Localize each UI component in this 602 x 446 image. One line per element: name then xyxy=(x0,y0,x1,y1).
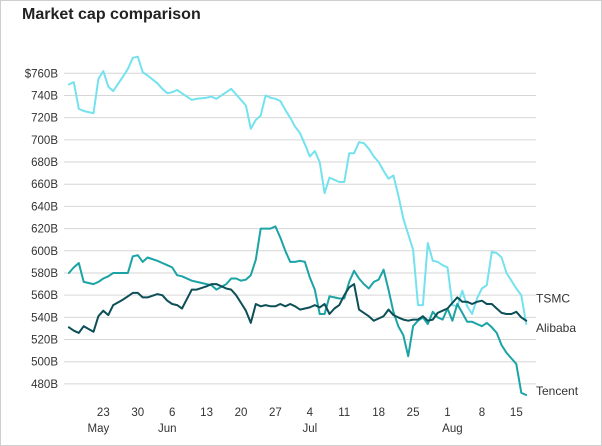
y-tick-label: 740B xyxy=(31,90,58,102)
y-axis-tick-labels: $760B 740B 720B 700B 680B 660B 640B 620B 600B 580… xyxy=(25,68,59,391)
y-tick-label: 600B xyxy=(31,246,58,258)
gridlines xyxy=(64,72,536,385)
x-month-label: Jun xyxy=(158,423,177,435)
y-tick-label: 540B xyxy=(31,312,58,324)
x-tick-label: 23 xyxy=(97,407,110,419)
x-tick-label: 8 xyxy=(479,407,485,419)
series-line-tencent xyxy=(67,225,528,396)
x-tick-label: 13 xyxy=(200,407,213,419)
y-tick-label: 700B xyxy=(31,135,58,147)
series-lines xyxy=(67,55,528,396)
series-line-tsmc xyxy=(67,283,528,334)
x-tick-label: 18 xyxy=(372,407,385,419)
x-tick-label: 6 xyxy=(169,407,175,419)
y-tick-label: $760B xyxy=(25,68,59,80)
x-tick-label: 27 xyxy=(269,407,282,419)
y-tick-label: 620B xyxy=(31,224,58,236)
x-tick-label: 30 xyxy=(131,407,144,419)
x-tick-label: 1 xyxy=(444,407,450,419)
y-tick-label: 520B xyxy=(31,335,58,347)
y-tick-label: 680B xyxy=(31,157,58,169)
series-label-tsmc: TSMC xyxy=(536,292,570,306)
series-end-labels: Alibaba Tencent TSMC xyxy=(536,292,579,398)
series-label-tencent: Tencent xyxy=(536,384,579,398)
y-tick-label: 580B xyxy=(31,268,58,280)
series-line-alibaba xyxy=(67,55,528,325)
chart-title: Market cap comparison xyxy=(22,6,201,23)
y-tick-label: 560B xyxy=(31,290,58,302)
x-tick-label: 11 xyxy=(338,407,350,419)
x-month-label: Jul xyxy=(302,423,317,435)
x-tick-label: 4 xyxy=(307,407,314,419)
x-month-label: Aug xyxy=(442,423,462,435)
y-tick-label: 720B xyxy=(31,113,58,125)
x-month-label: May xyxy=(88,423,110,435)
y-tick-label: 660B xyxy=(31,179,58,191)
series-label-alibaba: Alibaba xyxy=(536,321,576,335)
y-tick-label: 640B xyxy=(31,201,58,213)
x-tick-label: 20 xyxy=(235,407,248,419)
y-tick-label: 480B xyxy=(31,379,58,391)
x-tick-label: 15 xyxy=(510,407,523,419)
y-tick-label: 500B xyxy=(31,357,58,369)
x-tick-label: 25 xyxy=(407,407,420,419)
